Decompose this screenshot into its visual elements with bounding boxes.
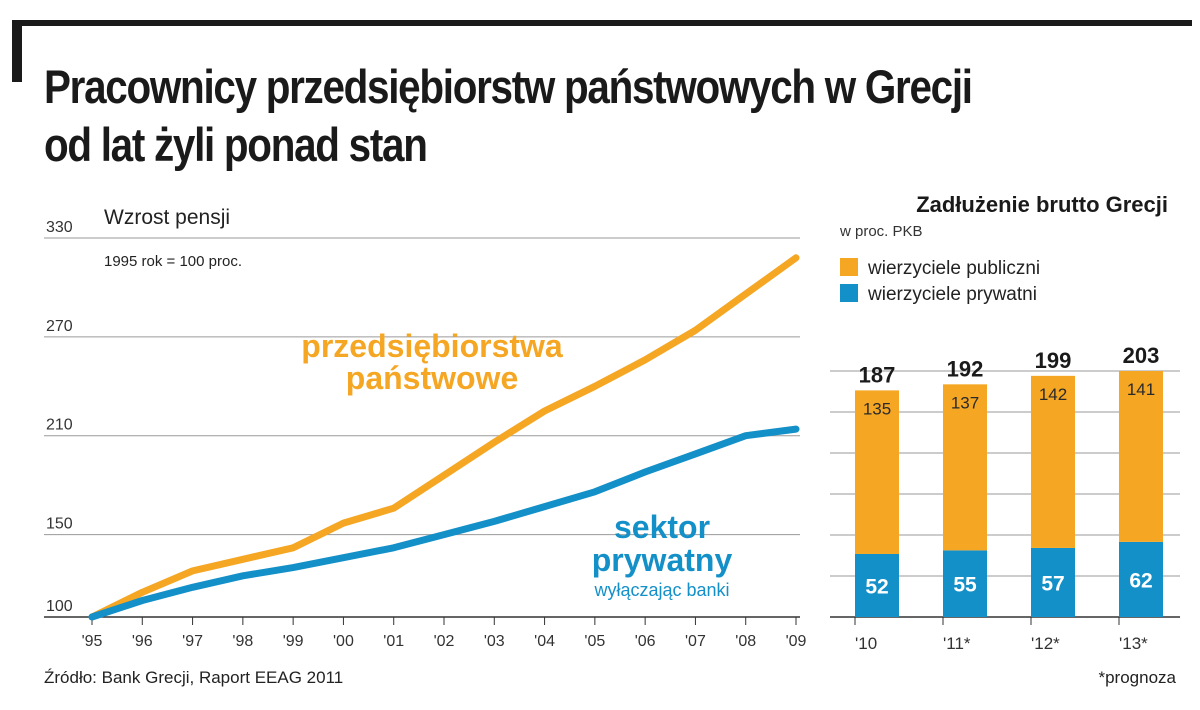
- line-chart-x-tick-label: '05: [584, 633, 605, 650]
- bar-private-segment: [1031, 547, 1075, 617]
- line-chart-x-tick-label: '01: [383, 633, 404, 650]
- bar-private-value-label: 62: [1129, 569, 1152, 592]
- bar-private-segment: [1119, 541, 1163, 617]
- frame-left-rule: [12, 20, 22, 82]
- private-sector-note: wyłączając banki: [593, 580, 729, 600]
- line-chart-y-tick-label: 150: [46, 516, 73, 533]
- bar-legend-swatch: [840, 284, 858, 302]
- bar-public-segment: [943, 384, 987, 551]
- line-chart-x-tick-label: '06: [635, 633, 656, 650]
- bar-total-label: 192: [947, 356, 984, 381]
- line-chart-x-tick-label: '04: [534, 633, 555, 650]
- bar-public-value-label: 137: [951, 393, 979, 412]
- bar-private-segment: [943, 550, 987, 617]
- line-chart-y-tick-label: 210: [46, 417, 73, 434]
- line-chart-y-tick-label: 100: [46, 598, 73, 615]
- bar-legend-swatch: [840, 258, 858, 276]
- bar-total-label: 203: [1123, 343, 1160, 368]
- bar-legend-label: wierzyciele prywatni: [867, 284, 1037, 305]
- bar-public-value-label: 141: [1127, 380, 1155, 399]
- private-sector-label: prywatny: [592, 542, 733, 578]
- line-chart-subtitle: 1995 rok = 100 proc.: [104, 253, 242, 270]
- title-line-2: od lat żyli ponad stan: [44, 118, 428, 171]
- state-enterprises-line: [88, 254, 800, 621]
- bar-public-segment: [855, 390, 899, 554]
- bar-public-segment: [1119, 371, 1163, 542]
- source-note: Źródło: Bank Grecji, Raport EEAG 2011: [44, 668, 344, 687]
- bar-legend-label: wierzyciele publiczni: [867, 258, 1040, 279]
- bar-public-value-label: 142: [1039, 385, 1067, 404]
- bar-private-value-label: 55: [953, 574, 977, 597]
- line-chart-x-tick-label: '08: [735, 633, 756, 650]
- line-chart-y-tick-label: 330: [46, 219, 73, 236]
- bar-chart-x-tick-label: '10: [855, 634, 877, 653]
- bar-chart-x-tick-label: '11*: [943, 634, 971, 653]
- line-chart-y-tick-label: 270: [46, 318, 73, 335]
- frame-top-rule: [12, 20, 1192, 26]
- bar-chart-subtitle: w proc. PKB: [839, 223, 923, 240]
- line-chart-x-tick-label: '02: [434, 633, 455, 650]
- private-sector-label: sektor: [614, 509, 710, 545]
- private-sector-line: [88, 425, 800, 621]
- line-chart-x-tick-label: '09: [786, 633, 807, 650]
- state-enterprises-label: przedsiębiorstwa: [301, 328, 563, 364]
- bar-public-value-label: 135: [863, 399, 891, 418]
- bar-public-segment: [1031, 375, 1075, 548]
- title-line-1: Pracownicy przedsiębiorstw państwowych w…: [44, 60, 973, 113]
- forecast-footnote: *prognoza: [1098, 668, 1176, 687]
- page-title: Pracownicy przedsiębiorstw państwowych w…: [44, 58, 1184, 174]
- bar-private-segment: [855, 553, 899, 617]
- line-chart-x-tick-label: '03: [484, 633, 505, 650]
- bar-chart-x-tick-label: '13*: [1119, 634, 1148, 653]
- line-chart-x-tick-label: '07: [685, 633, 706, 650]
- line-chart-x-tick-label: '95: [82, 633, 103, 650]
- line-chart-x-tick-label: '97: [182, 633, 203, 650]
- bar-chart-x-tick-label: '12*: [1031, 634, 1060, 653]
- bar-chart-title: Zadłużenie brutto Grecji: [916, 192, 1168, 217]
- bar-total-label: 187: [859, 362, 896, 387]
- line-chart-title: Wzrost pensji: [104, 206, 230, 229]
- bar-total-label: 199: [1035, 348, 1072, 373]
- bar-private-value-label: 57: [1041, 572, 1064, 595]
- line-chart-x-tick-label: '96: [132, 633, 153, 650]
- line-chart-x-tick-label: '00: [333, 633, 354, 650]
- state-enterprises-label: państwowe: [346, 360, 518, 396]
- line-chart-x-tick-label: '99: [283, 633, 304, 650]
- bar-private-value-label: 52: [865, 575, 888, 598]
- line-chart-x-tick-label: '98: [232, 633, 253, 650]
